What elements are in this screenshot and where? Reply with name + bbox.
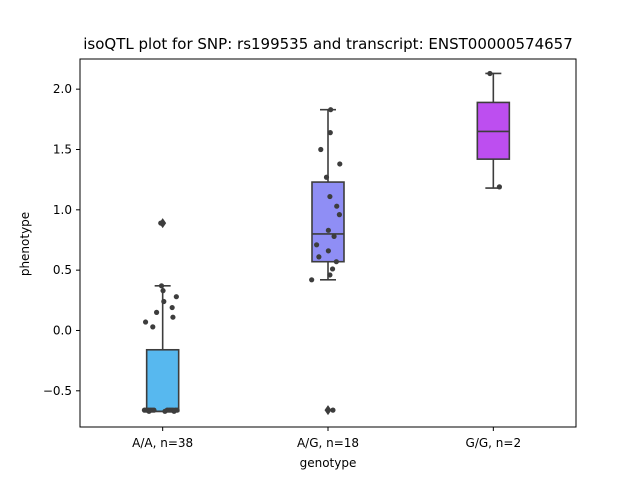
y-tick-label: −0.5 xyxy=(43,384,72,398)
data-point xyxy=(333,259,339,265)
data-point xyxy=(334,203,340,209)
x-axis-label: genotype xyxy=(300,456,357,470)
data-point xyxy=(158,283,165,289)
chart-title: isoQTL plot for SNP: rs199535 and transc… xyxy=(83,35,573,53)
data-point xyxy=(162,408,168,414)
y-tick-label: 1.5 xyxy=(53,142,72,156)
x-tick-label: A/G, n=18 xyxy=(297,436,359,450)
data-point xyxy=(153,309,160,315)
plot-frame xyxy=(79,58,577,428)
data-point xyxy=(325,227,331,233)
data-point xyxy=(328,107,334,113)
data-point xyxy=(142,319,149,325)
data-point xyxy=(496,184,503,190)
data-point xyxy=(171,408,177,414)
data-point xyxy=(327,130,333,136)
box-0 xyxy=(145,348,180,413)
data-point xyxy=(336,212,342,218)
plot-area: −0.5 0.0 0.5 1.0 1.5 2.0 A/A, n=38 A/G, n=18 G/G… xyxy=(43,58,577,450)
data-point xyxy=(337,161,343,167)
data-point xyxy=(151,407,157,413)
data-point xyxy=(160,288,166,294)
data-point xyxy=(169,304,175,311)
data-point xyxy=(309,277,315,283)
outlier-marker xyxy=(324,405,332,416)
data-point xyxy=(327,193,333,200)
data-point xyxy=(318,146,324,153)
data-point xyxy=(170,314,176,320)
data-point xyxy=(161,298,167,305)
data-point xyxy=(314,242,320,248)
data-point xyxy=(316,254,322,260)
data-point xyxy=(146,408,152,414)
data-point xyxy=(329,266,336,272)
y-tick-label: 0.5 xyxy=(53,263,72,277)
x-tick-label: A/A, n=38 xyxy=(132,436,193,450)
y-tick-label: 0.0 xyxy=(53,323,72,337)
data-point xyxy=(487,70,493,77)
y-tick-label: 2.0 xyxy=(53,82,72,96)
data-point xyxy=(158,220,164,226)
data-point xyxy=(330,407,336,413)
data-point xyxy=(173,294,179,300)
data-point xyxy=(331,233,337,239)
data-point xyxy=(325,248,331,254)
data-point xyxy=(150,324,156,330)
data-point xyxy=(323,174,330,180)
x-tick-label: G/G, n=2 xyxy=(466,436,522,450)
y-axis-label: phenotype xyxy=(18,212,32,276)
data-point xyxy=(327,272,333,278)
y-tick-label: 1.0 xyxy=(53,203,72,217)
